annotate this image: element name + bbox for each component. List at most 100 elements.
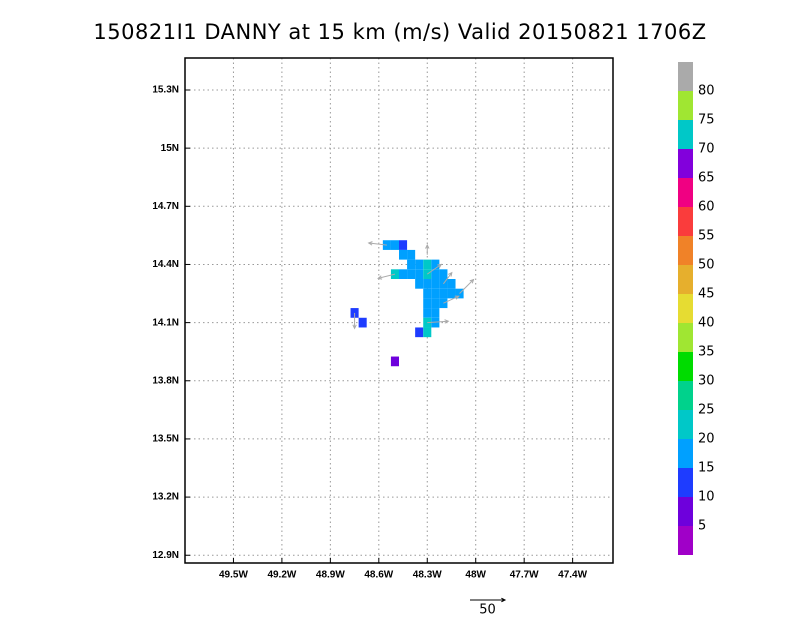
y-tick-label: 13.2N [152, 492, 179, 503]
data-cell [390, 356, 399, 367]
data-cell [423, 298, 432, 309]
colorbar-label: 80 [698, 84, 715, 99]
colorbar-label: 45 [698, 287, 715, 302]
x-tick-label: 48.9W [316, 570, 345, 581]
y-tick-label: 13.5N [152, 434, 179, 445]
arrow-part [443, 272, 453, 285]
colorbar-segment [678, 91, 693, 120]
colorbar-label: 15 [698, 461, 715, 476]
wind-vector [443, 271, 453, 285]
data-cell [399, 269, 408, 279]
colorbar-segment [678, 381, 693, 410]
y-tick-label: 12.9N [152, 550, 179, 561]
arrow-part [469, 278, 475, 284]
data-cell [447, 288, 456, 299]
data-cell [390, 269, 399, 279]
data-cell [423, 288, 432, 299]
y-tick-label: 13.8N [152, 375, 179, 386]
data-cell [399, 240, 408, 250]
data-cell [407, 269, 416, 279]
wind-vector [459, 278, 475, 294]
colorbar-segment [678, 207, 693, 236]
data-cell [423, 259, 432, 270]
arrow-part [367, 241, 373, 246]
colorbar-segment [678, 120, 693, 149]
data-cell [431, 298, 440, 309]
x-tick-label: 47.4W [558, 570, 587, 581]
data-cell [431, 288, 440, 299]
data-cell [415, 327, 424, 338]
data-cell [423, 327, 432, 338]
arrow-part [426, 263, 442, 275]
arrow-part [377, 275, 383, 280]
data-cell [423, 317, 432, 328]
data-cell [415, 269, 424, 279]
arrow-part [427, 320, 449, 324]
arrow-part [454, 295, 460, 300]
colorbar-label: 35 [698, 345, 715, 360]
colorbar-label: 65 [698, 171, 715, 186]
colorbar-label: 40 [698, 316, 715, 331]
y-tick-label: 15.3N [152, 85, 179, 96]
reference-vector [470, 597, 507, 603]
reference-label: 50 [479, 603, 496, 618]
x-tick-label: 49.2W [267, 570, 296, 581]
colorbar-label: 75 [698, 113, 715, 128]
arrow-part [352, 324, 357, 330]
data-cell [399, 249, 408, 260]
wind-vector [352, 312, 357, 330]
data-cell [358, 317, 367, 328]
colorbar-segment [678, 62, 693, 91]
wind-vector [427, 319, 450, 324]
wind-vector [367, 241, 387, 246]
colorbar-label: 50 [698, 258, 715, 273]
wind-vector [426, 263, 443, 275]
x-tick-label: 49.5W [219, 570, 248, 581]
x-tick-label: 47.7W [510, 570, 539, 581]
data-cell [431, 278, 440, 289]
data-cell [415, 259, 424, 270]
colorbar-segment [678, 439, 693, 468]
wind-vector [443, 295, 460, 304]
x-tick-label: 48.6W [364, 570, 393, 581]
arrow-part [437, 263, 443, 269]
arrow-part [443, 295, 460, 304]
colorbar-label: 70 [698, 142, 715, 157]
colorbar-segment [678, 236, 693, 265]
y-tick-label: 14.1N [152, 317, 179, 328]
arrow-part [459, 279, 474, 294]
arrow-part [368, 242, 387, 246]
colorbar-label: 30 [698, 374, 715, 389]
data-cell [423, 308, 432, 318]
wind-vector [377, 273, 396, 280]
data-cell [447, 278, 456, 289]
colorbar-label: 5 [698, 519, 706, 534]
data-cell [439, 269, 448, 279]
y-tick-label: 14.7N [152, 201, 179, 212]
colorbar-label: 10 [698, 490, 715, 505]
arrow-part [378, 273, 396, 279]
plot-frame [184, 57, 614, 564]
data-cell [431, 317, 440, 328]
data-cell [390, 240, 399, 250]
y-tick-label: 15N [161, 143, 179, 154]
y-tick-label: 14.4N [152, 259, 179, 270]
x-tick-label: 48.3W [413, 570, 442, 581]
colorbar-segment [678, 497, 693, 526]
data-cell [431, 259, 440, 270]
data-cell [439, 288, 448, 299]
data-cell [439, 298, 448, 309]
colorbar-segment [678, 468, 693, 497]
chart-title: 150821I1 DANNY at 15 km (m/s) Valid 2015… [93, 20, 706, 44]
data-cell [415, 278, 424, 289]
data-cell [407, 259, 416, 270]
arrow-part [448, 271, 453, 277]
data-cell [431, 308, 440, 318]
data-cell [431, 269, 440, 279]
data-cell [407, 249, 416, 260]
colorbar-segment [678, 323, 693, 352]
colorbar-segment [678, 149, 693, 178]
colorbar-segment [678, 526, 693, 555]
colorbar-label: 60 [698, 200, 715, 215]
